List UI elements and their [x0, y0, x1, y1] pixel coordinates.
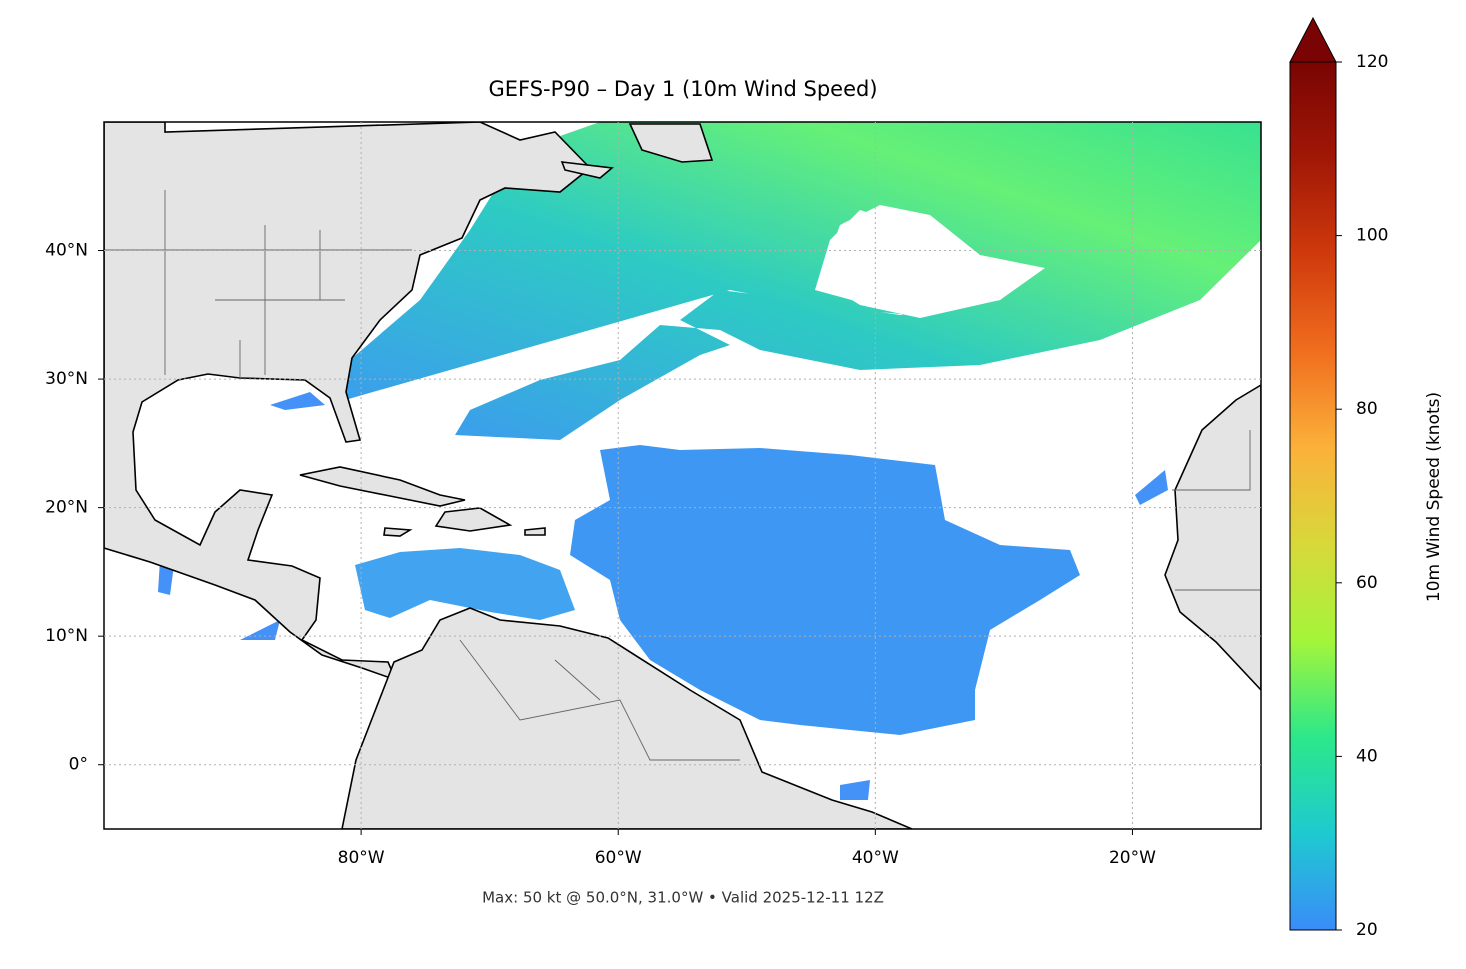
africa — [1164, 384, 1261, 692]
y-tick-label: 30°N — [45, 369, 88, 389]
cuba — [299, 466, 466, 507]
atlantic-canada — [560, 123, 714, 179]
colorbar-tick-label: 80 — [1356, 399, 1378, 419]
borders — [104, 190, 1261, 761]
x-tick-label: 80°W — [338, 848, 385, 868]
y-tick-label: 20°N — [45, 498, 88, 518]
colorbar-label: 10m Wind Speed (knots) — [1424, 392, 1444, 602]
map-frame — [103, 121, 1262, 830]
colorbar-tick-label: 100 — [1356, 226, 1388, 246]
y-tick-label: 0° — [69, 755, 88, 775]
x-tick-label: 40°W — [852, 848, 899, 868]
colorbar-tick-label: 60 — [1356, 573, 1378, 593]
calm-gap — [820, 205, 1045, 318]
wind-blob-south — [570, 445, 1080, 735]
colorbar — [1289, 61, 1337, 931]
y-tick-label: 40°N — [45, 241, 88, 261]
subtitle: Max: 50 kt @ 50.0°N, 31.0°W • Valid 2025… — [482, 889, 884, 907]
chart-title: GEFS-P90 – Day 1 (10m Wind Speed) — [488, 77, 877, 101]
south-america — [341, 607, 913, 829]
y-tick-label: 10°N — [45, 626, 88, 646]
colorbar-tick-label: 20 — [1356, 920, 1378, 940]
wind-blob-caribbean — [355, 548, 575, 620]
colorbar-extend — [1289, 16, 1337, 63]
colorbar-tick-label: 120 — [1356, 52, 1388, 72]
map-area — [104, 122, 1261, 829]
land — [104, 122, 1261, 829]
wind-band-north — [345, 122, 1261, 440]
hispaniola — [383, 507, 546, 537]
x-tick-label: 60°W — [595, 848, 642, 868]
x-tick-label: 20°W — [1109, 848, 1156, 868]
colorbar-tick-label: 40 — [1356, 746, 1378, 766]
wind-field — [158, 122, 1261, 800]
